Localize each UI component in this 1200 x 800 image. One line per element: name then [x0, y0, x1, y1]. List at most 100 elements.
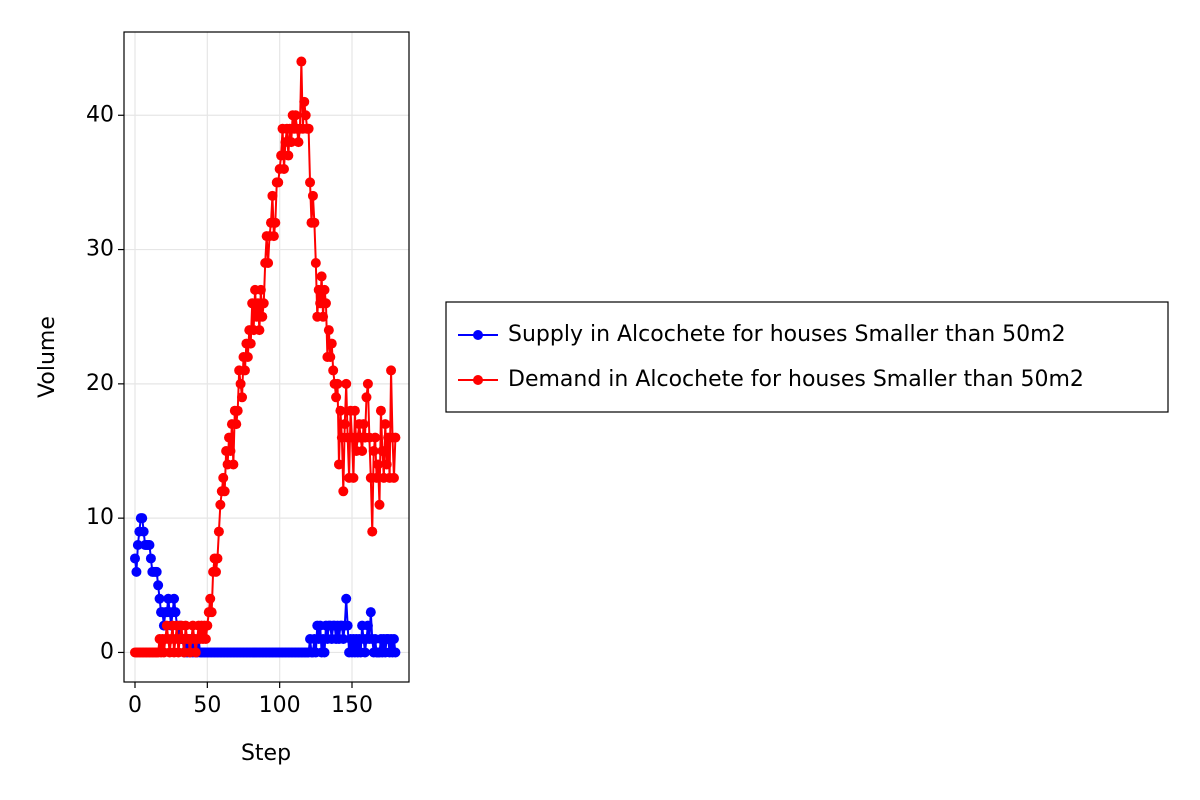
data-point	[319, 647, 330, 658]
data-point	[316, 271, 327, 282]
data-point	[367, 526, 378, 537]
data-point	[200, 634, 211, 645]
data-point	[283, 150, 294, 161]
data-point	[131, 566, 142, 577]
data-point	[267, 190, 278, 201]
data-point	[202, 620, 213, 631]
data-point	[338, 634, 349, 645]
data-point	[129, 553, 140, 564]
x-tick-label: 100	[259, 693, 301, 718]
data-point	[341, 593, 352, 604]
data-point	[255, 284, 266, 295]
data-point	[279, 163, 290, 174]
legend-marker	[473, 330, 483, 340]
data-point	[338, 486, 349, 497]
data-point	[326, 338, 337, 349]
data-point	[258, 298, 269, 309]
data-point	[213, 526, 224, 537]
data-point	[257, 311, 268, 322]
data-point	[335, 405, 346, 416]
data-point	[373, 459, 384, 470]
data-point	[190, 647, 201, 658]
data-point	[286, 137, 297, 148]
data-point	[235, 378, 246, 389]
data-point	[296, 56, 307, 67]
data-point	[232, 405, 243, 416]
data-point	[390, 647, 401, 658]
data-point	[170, 607, 181, 618]
x-tick-label: 50	[193, 693, 221, 718]
legend-box	[445, 301, 1169, 413]
data-point	[211, 566, 222, 577]
data-point	[180, 620, 191, 631]
data-point	[360, 647, 371, 658]
data-point	[375, 405, 386, 416]
data-point	[388, 472, 399, 483]
data-point	[341, 378, 352, 389]
data-point	[137, 513, 148, 524]
data-point	[331, 392, 342, 403]
x-tick-label: 150	[331, 693, 373, 718]
data-point	[290, 110, 301, 121]
data-point	[225, 446, 236, 457]
data-point	[381, 459, 392, 470]
data-point	[224, 432, 235, 443]
data-point	[339, 419, 350, 430]
y-tick-label: 0	[100, 639, 114, 664]
data-point	[368, 446, 379, 457]
data-point	[370, 432, 381, 443]
data-point	[242, 352, 253, 362]
data-point	[365, 607, 376, 618]
data-point	[305, 177, 316, 188]
data-point	[386, 365, 397, 376]
data-point	[293, 137, 304, 148]
data-point	[219, 486, 230, 497]
data-point	[377, 446, 388, 457]
data-point	[239, 365, 250, 376]
data-point	[237, 392, 248, 403]
x-axis-label: Step	[241, 741, 291, 766]
data-point	[309, 217, 320, 228]
data-point	[245, 338, 256, 349]
data-point	[138, 526, 149, 537]
data-point	[144, 540, 155, 551]
plot-frame	[123, 31, 410, 683]
legend-label: Supply in Alcochete for houses Smaller t…	[508, 322, 1066, 347]
data-point	[273, 177, 284, 188]
data-point	[300, 110, 311, 121]
y-axis-label: Volume	[35, 316, 60, 398]
data-point	[205, 593, 216, 604]
data-point	[320, 298, 331, 309]
data-point	[276, 150, 287, 161]
data-point	[371, 472, 382, 483]
data-point	[358, 419, 369, 430]
data-point	[206, 607, 217, 618]
data-point	[151, 566, 162, 577]
data-point	[349, 405, 360, 416]
series-line	[134, 61, 397, 654]
y-tick-label: 30	[86, 237, 114, 262]
data-point	[228, 459, 239, 470]
data-point	[361, 392, 372, 403]
data-point	[318, 311, 329, 322]
data-point	[268, 231, 279, 242]
data-point	[323, 325, 334, 336]
legend-marker	[473, 375, 483, 385]
data-point	[390, 432, 401, 443]
data-point	[380, 419, 391, 430]
data-point	[388, 634, 399, 645]
y-tick-label: 40	[86, 102, 114, 127]
y-tick-label: 20	[86, 371, 114, 396]
data-point	[307, 190, 318, 201]
data-point	[254, 325, 265, 336]
data-point	[218, 472, 229, 483]
data-point	[362, 620, 373, 631]
data-point	[357, 446, 368, 457]
data-point	[348, 472, 359, 483]
data-point	[299, 96, 310, 107]
data-point	[333, 459, 344, 470]
data-point	[215, 499, 226, 510]
data-point	[212, 553, 223, 564]
data-point	[169, 593, 180, 604]
